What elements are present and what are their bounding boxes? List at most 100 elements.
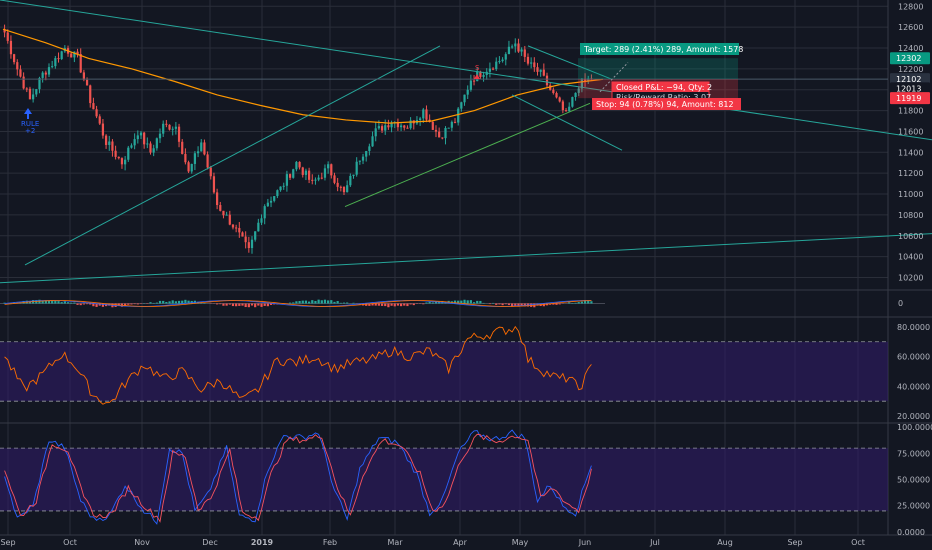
candle-body bbox=[574, 92, 577, 98]
macd-histogram-bar bbox=[520, 303, 523, 307]
macd-histogram-bar bbox=[327, 300, 330, 304]
candle-body bbox=[250, 239, 254, 249]
position-line bbox=[599, 62, 629, 93]
candle-body bbox=[507, 46, 511, 55]
candle-body bbox=[460, 102, 463, 109]
macd-signal-line bbox=[4, 300, 592, 307]
candle-body bbox=[177, 126, 181, 142]
macd-histogram-bar bbox=[298, 300, 301, 304]
candle-body bbox=[9, 40, 13, 55]
price-tick-label: 11000 bbox=[898, 190, 923, 199]
candle-body bbox=[187, 162, 190, 172]
macd-histogram-bar bbox=[51, 300, 54, 304]
candle-body bbox=[390, 123, 393, 128]
macd-histogram-bar bbox=[339, 302, 342, 304]
grid-lines bbox=[0, 0, 932, 536]
candle-body bbox=[441, 137, 444, 139]
candle-body bbox=[511, 46, 514, 48]
stoch-tick-label: 100.0000 bbox=[897, 423, 932, 432]
price-panel[interactable]: Target: 289 (2.41%) 289, Amount: 1578 Clo… bbox=[0, 0, 932, 284]
macd-histogram-bar bbox=[95, 303, 98, 307]
candle-body bbox=[133, 139, 136, 146]
candle-body bbox=[371, 136, 374, 147]
candle-body bbox=[577, 88, 580, 93]
rule-annotation-sub: +2 bbox=[25, 127, 35, 135]
macd-histogram-bar bbox=[583, 300, 587, 304]
macd-histogram-bar bbox=[323, 299, 327, 304]
stochastic-panel bbox=[0, 429, 888, 525]
candle-body bbox=[241, 232, 244, 237]
x-tick-label: May bbox=[512, 538, 529, 547]
macd-histogram-bar bbox=[149, 302, 152, 304]
macd-histogram-bar bbox=[228, 303, 231, 305]
macd-histogram-bar bbox=[580, 301, 584, 304]
macd-histogram-bar bbox=[162, 300, 165, 304]
macd-histogram-bar bbox=[3, 302, 6, 304]
x-tick-label: Mar bbox=[387, 538, 403, 547]
candle-body bbox=[235, 227, 238, 229]
candle-body bbox=[111, 141, 114, 151]
candle-body bbox=[174, 126, 177, 129]
candle-body bbox=[444, 127, 447, 139]
candle-body bbox=[51, 66, 54, 68]
macd-histogram-bar bbox=[257, 303, 260, 306]
macd-histogram-bar bbox=[273, 303, 276, 305]
candle-body bbox=[184, 153, 187, 163]
macd-histogram-bar bbox=[82, 303, 85, 305]
candle-body bbox=[438, 131, 441, 138]
candle-body bbox=[301, 167, 304, 175]
x-tick-label: Nov bbox=[134, 538, 150, 547]
rsi-tick-label: 60.0000 bbox=[897, 353, 930, 362]
macd-histogram-bar bbox=[479, 300, 482, 304]
candle-body bbox=[155, 138, 158, 149]
macd-histogram-bar bbox=[501, 303, 504, 306]
macd-histogram-bar bbox=[346, 302, 349, 304]
candle-body bbox=[514, 43, 517, 47]
macd-histogram-bar bbox=[517, 303, 520, 307]
candle-body bbox=[587, 78, 590, 81]
rsi-tick-label: 80.0000 bbox=[897, 323, 930, 332]
macd-histogram-bar bbox=[380, 303, 384, 306]
price-label-box bbox=[890, 82, 930, 95]
arrow-up-icon bbox=[24, 108, 32, 119]
candle-body bbox=[377, 126, 380, 129]
candle-body bbox=[212, 176, 216, 193]
candle-body bbox=[82, 72, 85, 80]
macd-histogram-bar bbox=[396, 303, 400, 306]
candle-body bbox=[336, 182, 339, 187]
stop-label: Stop: 94 (0.78%) 94, Amount: 812 bbox=[596, 100, 734, 109]
x-tick-label: Oct bbox=[63, 538, 77, 547]
macd-histogram-bar bbox=[438, 301, 441, 304]
candle-body bbox=[44, 72, 47, 75]
price-tick-label: 12600 bbox=[898, 23, 923, 32]
trendline-support bbox=[0, 233, 932, 284]
macd-histogram-bar bbox=[174, 301, 177, 304]
candle-body bbox=[330, 164, 333, 176]
candle-body bbox=[190, 163, 193, 172]
candle-body bbox=[139, 132, 143, 136]
candle-body bbox=[12, 54, 16, 63]
macd-histogram-bar bbox=[488, 303, 492, 305]
macd-histogram-bar bbox=[231, 303, 235, 307]
macd-histogram-bar bbox=[216, 303, 219, 305]
candle-body bbox=[339, 186, 342, 188]
candle-body bbox=[269, 200, 273, 203]
price-tick-label: 11800 bbox=[898, 107, 923, 116]
candle-body bbox=[124, 159, 127, 165]
macd-histogram-bar bbox=[352, 302, 355, 304]
macd-histogram-bar bbox=[482, 302, 485, 304]
macd-histogram-bar bbox=[260, 303, 263, 307]
price-tick-label: 11400 bbox=[898, 148, 923, 157]
macd-histogram-bar bbox=[295, 301, 298, 304]
candle-body bbox=[517, 43, 520, 52]
rsi-tick-label: 20.0000 bbox=[897, 412, 930, 421]
macd-histogram-bar bbox=[127, 303, 130, 305]
candle-body bbox=[143, 132, 146, 145]
candle-body bbox=[323, 168, 327, 178]
arrow-down-icon bbox=[474, 74, 480, 79]
candle-body bbox=[158, 133, 162, 139]
candle-body bbox=[482, 74, 485, 77]
macd-histogram-bar bbox=[288, 302, 292, 304]
macd-histogram-bar bbox=[574, 302, 577, 304]
